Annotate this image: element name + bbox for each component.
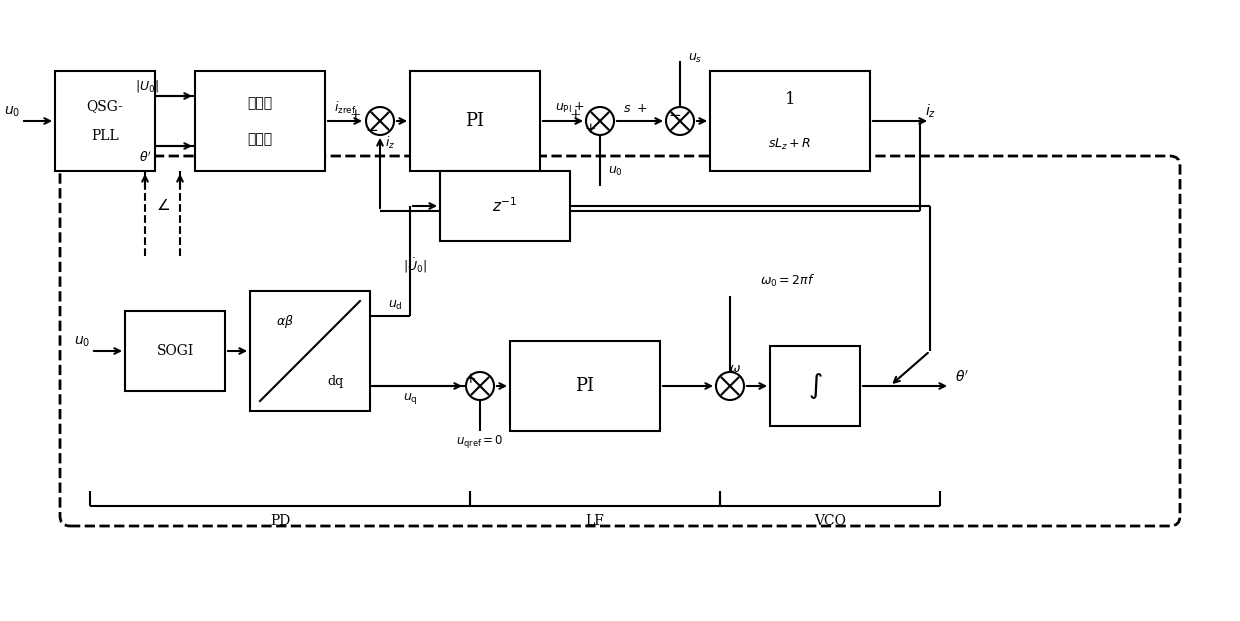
Text: $u_{\rm PI}+$: $u_{\rm PI}+$ xyxy=(556,101,585,115)
Text: $\omega$: $\omega$ xyxy=(729,361,742,374)
Text: +: + xyxy=(569,108,580,122)
FancyBboxPatch shape xyxy=(250,291,370,411)
FancyBboxPatch shape xyxy=(410,71,539,171)
Text: PI: PI xyxy=(575,377,594,395)
Text: $u_{\rm d}$: $u_{\rm d}$ xyxy=(388,299,402,312)
Text: +: + xyxy=(584,122,595,136)
Text: LF: LF xyxy=(585,514,604,528)
Text: $u_0$: $u_0$ xyxy=(73,335,91,349)
Text: $-$: $-$ xyxy=(366,122,378,136)
Text: $\int$: $\int$ xyxy=(807,371,822,401)
Text: $|\dot{U}_0|$: $|\dot{U}_0|$ xyxy=(403,256,427,275)
Text: PI: PI xyxy=(465,112,485,130)
Text: 1: 1 xyxy=(785,91,795,107)
FancyBboxPatch shape xyxy=(125,311,224,391)
Text: dq: dq xyxy=(327,374,343,388)
Text: $\alpha\beta$: $\alpha\beta$ xyxy=(277,312,294,330)
Text: $u_0$: $u_0$ xyxy=(4,105,20,119)
Text: $\theta'$: $\theta'$ xyxy=(139,151,151,165)
Text: $s\ +$: $s\ +$ xyxy=(622,101,647,114)
Text: SOGI: SOGI xyxy=(156,344,193,358)
Text: 参考电: 参考电 xyxy=(248,96,273,110)
FancyBboxPatch shape xyxy=(711,71,870,171)
Text: VCO: VCO xyxy=(815,514,846,528)
Text: $|U_0|$: $|U_0|$ xyxy=(135,78,159,94)
Text: +: + xyxy=(464,372,476,386)
Text: PD: PD xyxy=(270,514,290,528)
Text: $u_s$: $u_s$ xyxy=(688,52,702,65)
FancyBboxPatch shape xyxy=(55,71,155,171)
Text: QSG-: QSG- xyxy=(87,99,124,113)
Text: $-$: $-$ xyxy=(668,107,682,121)
Text: PLL: PLL xyxy=(91,129,119,143)
FancyBboxPatch shape xyxy=(440,171,570,241)
Text: $i_z$: $i_z$ xyxy=(384,135,396,151)
Text: $\theta'$: $\theta'$ xyxy=(955,369,970,384)
Text: $z^{-1}$: $z^{-1}$ xyxy=(492,197,518,215)
FancyBboxPatch shape xyxy=(195,71,325,171)
Text: +: + xyxy=(350,108,361,122)
Text: $u_{\rm qref}=0$: $u_{\rm qref}=0$ xyxy=(456,432,503,450)
Text: $\angle$: $\angle$ xyxy=(155,199,170,214)
Text: $u_0$: $u_0$ xyxy=(608,165,622,178)
FancyBboxPatch shape xyxy=(510,341,660,431)
Text: $i_z$: $i_z$ xyxy=(925,102,936,120)
FancyBboxPatch shape xyxy=(770,346,861,426)
FancyBboxPatch shape xyxy=(60,156,1180,526)
Text: $sL_z+R$: $sL_z+R$ xyxy=(769,137,812,152)
Text: $\omega_0=2\pi f$: $\omega_0=2\pi f$ xyxy=(760,273,815,289)
Text: 流计算: 流计算 xyxy=(248,132,273,146)
Text: $u_{\rm q}$: $u_{\rm q}$ xyxy=(403,391,418,406)
Text: $i_{\rm zref}$: $i_{\rm zref}$ xyxy=(334,100,356,116)
